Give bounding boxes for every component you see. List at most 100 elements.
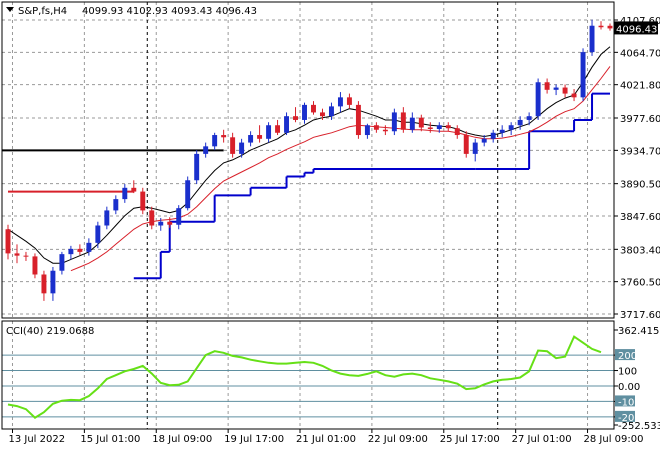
candle-body	[248, 135, 254, 143]
candle-body	[59, 254, 65, 271]
candle-body	[553, 87, 559, 90]
candle-body	[391, 112, 397, 132]
candle-body	[23, 255, 29, 257]
price-tick-label: 4064.70	[620, 48, 660, 59]
candle-body	[517, 119, 523, 126]
candle-body	[311, 104, 316, 113]
candle-body	[320, 112, 325, 117]
candle-body	[463, 135, 469, 154]
price-tick-label: 3934.70	[620, 146, 660, 157]
time-tick-label: 13 Jul 2022	[8, 434, 65, 445]
candle-body	[508, 125, 514, 130]
candle-body	[382, 129, 388, 132]
time-tick-label: 27 Jul 01:00	[512, 434, 572, 445]
cci-panel-frame	[1, 320, 615, 430]
symbol-label: S&P,fs,H4	[18, 6, 67, 17]
candle-body	[373, 125, 379, 130]
time-tick-label: 25 Jul 17:00	[440, 434, 500, 445]
candle-body	[176, 208, 182, 225]
cci-tick-label: 362.4157	[618, 326, 660, 337]
candle-body	[68, 248, 74, 255]
candle-body	[185, 180, 191, 209]
time-tick-label: 22 Jul 09:00	[368, 434, 428, 445]
candle-body	[302, 104, 307, 120]
candle-body	[230, 137, 236, 154]
candle-body	[275, 125, 281, 133]
dropdown-triangle-icon[interactable]	[6, 7, 14, 12]
candle-body	[364, 125, 370, 136]
price-tick-label: 3803.40	[620, 245, 660, 256]
candle-body	[284, 116, 290, 133]
cci-axis: 362.4157 200 100 0.00 -100 -200-252.5337	[614, 326, 660, 432]
candle-body	[400, 112, 406, 130]
candles	[5, 19, 613, 301]
time-tick-label: 21 Jul 01:00	[296, 434, 356, 445]
cci-tick-label: 100	[618, 367, 637, 378]
candle-body	[562, 87, 568, 94]
cci-tick-label: -200	[618, 413, 641, 424]
candle-body	[41, 274, 47, 294]
candle-body	[32, 256, 38, 275]
candle-body	[454, 128, 460, 136]
candle-body	[14, 253, 20, 256]
candle-body	[571, 93, 577, 98]
candle-body	[427, 127, 433, 130]
time-axis: 13 Jul 2022 15 Jul 01:00 18 Jul 09:00 19 Ju…	[8, 429, 644, 445]
current-price-label: 4096.43	[616, 24, 657, 35]
candle-body	[212, 135, 218, 147]
cci-grid	[11, 321, 589, 429]
candle-body	[535, 82, 541, 117]
price-panel-frame	[1, 1, 615, 319]
candle-body	[95, 225, 101, 243]
candle-body	[355, 104, 361, 136]
candle-body	[158, 221, 164, 226]
candle-body	[499, 129, 505, 133]
candle-body	[445, 125, 451, 129]
candle-body	[266, 125, 272, 139]
cci-line	[7, 335, 602, 419]
cci-tick-label: -100	[618, 397, 641, 408]
candle-body	[409, 117, 415, 130]
candle-body	[257, 135, 263, 139]
time-tick-label: 18 Jul 09:00	[152, 434, 212, 445]
price-tick-label: 3977.60	[620, 114, 660, 125]
candle-body	[122, 187, 128, 200]
candle-body	[481, 138, 487, 143]
candle-body	[167, 221, 173, 225]
price-panel: 4107.604064.704021.803977.603934.703890.…	[1, 1, 660, 429]
candle-body	[544, 82, 550, 90]
cci-title: CCI(40) 219.0688	[6, 326, 94, 337]
candle-body	[149, 210, 155, 226]
candle-body	[104, 210, 110, 226]
candle-body	[436, 125, 442, 130]
candle-body	[490, 132, 496, 139]
ohlc-label: 4099.93 4102.93 4093.43 4096.43	[82, 6, 257, 17]
candle-body	[607, 25, 613, 29]
candle-body	[86, 242, 92, 252]
cci-tick-label: 0.00	[618, 382, 640, 393]
candle-body	[131, 187, 137, 192]
candle-body	[221, 135, 227, 138]
candle-body	[472, 142, 478, 154]
candle-body	[589, 25, 595, 53]
candle-body	[418, 117, 424, 128]
cci-tick-label: 200	[618, 351, 637, 362]
candle-body	[526, 116, 532, 120]
candle-body	[328, 106, 334, 117]
cci-level-tag	[615, 410, 635, 422]
candle-body	[140, 191, 146, 211]
candle-body	[337, 97, 343, 107]
candle-body	[5, 229, 11, 254]
fast-moving-average	[7, 46, 611, 264]
time-tick-label: 28 Jul 09:00	[584, 434, 644, 445]
cci-panel: 362.4157 200 100 0.00 -100 -200-252.5337 CCI(…	[1, 320, 660, 432]
price-tick-label: 3760.50	[620, 278, 660, 289]
time-tick-label: 19 Jul 17:00	[224, 434, 284, 445]
candle-body	[113, 199, 119, 211]
stop-line	[8, 92, 610, 280]
candle-body	[580, 52, 586, 98]
candle-body	[77, 248, 83, 252]
current-price-tag	[614, 21, 658, 35]
